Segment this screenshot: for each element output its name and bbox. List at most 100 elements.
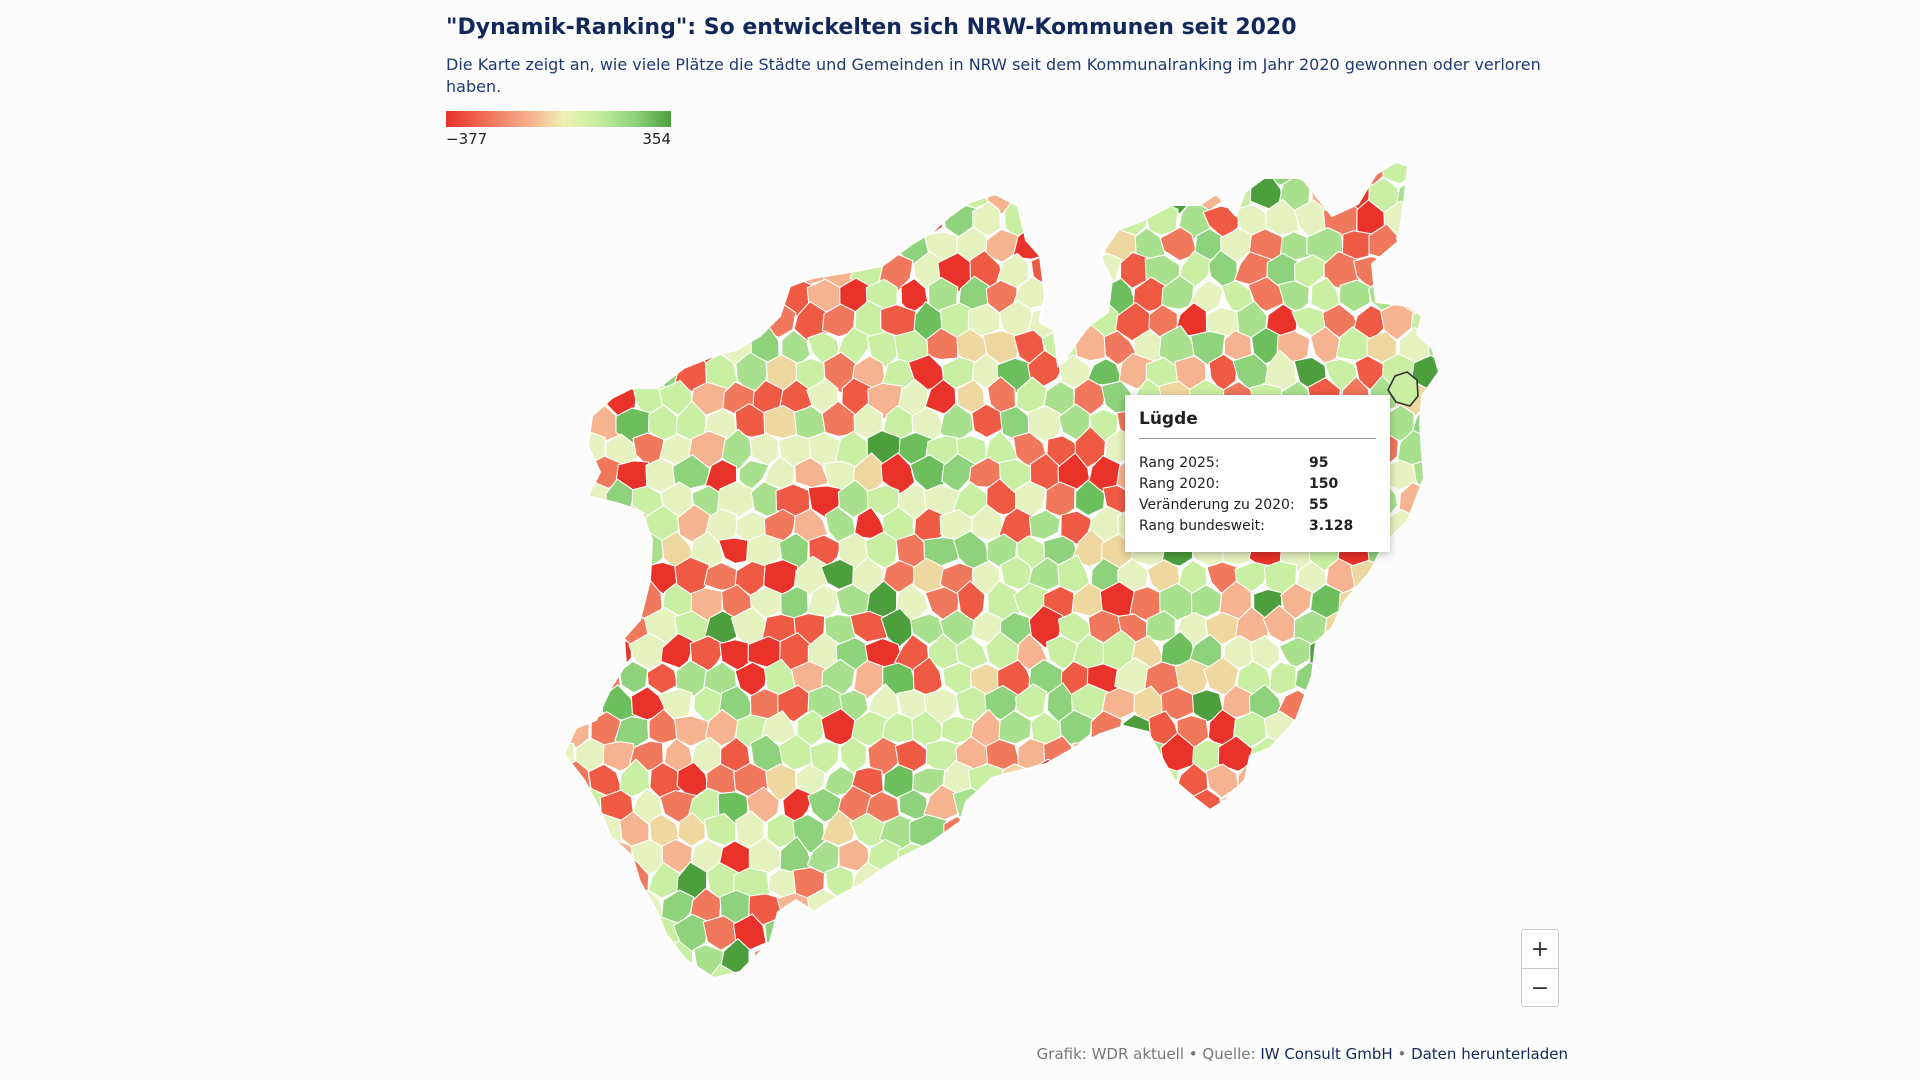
- municipality-area[interactable]: [1163, 942, 1197, 975]
- municipality-area[interactable]: [1396, 225, 1430, 264]
- municipality-area[interactable]: [1321, 715, 1359, 751]
- municipality-area[interactable]: [1029, 1015, 1065, 1030]
- municipality-area[interactable]: [560, 1014, 591, 1030]
- municipality-area[interactable]: [560, 863, 563, 902]
- municipality-area[interactable]: [1413, 251, 1446, 293]
- municipality-area[interactable]: [1220, 835, 1255, 873]
- municipality-area[interactable]: [707, 160, 738, 184]
- municipality-area[interactable]: [1384, 765, 1416, 798]
- municipality-area[interactable]: [571, 938, 606, 978]
- municipality-area[interactable]: [560, 160, 577, 163]
- municipality-area[interactable]: [1031, 915, 1064, 953]
- municipality-area[interactable]: [779, 991, 810, 1028]
- municipality-area[interactable]: [1423, 886, 1459, 927]
- municipality-area[interactable]: [1042, 891, 1078, 926]
- municipality-area[interactable]: [852, 199, 888, 236]
- municipality-area[interactable]: [911, 914, 942, 953]
- municipality-area[interactable]: [970, 917, 1005, 953]
- municipality-area[interactable]: [852, 964, 886, 1003]
- municipality-area[interactable]: [809, 992, 841, 1028]
- municipality-area[interactable]: [1060, 1018, 1093, 1030]
- municipality-area[interactable]: [865, 175, 902, 217]
- municipality-area[interactable]: [1442, 510, 1460, 542]
- municipality-area[interactable]: [1281, 944, 1316, 975]
- municipality-area[interactable]: [821, 1021, 857, 1030]
- municipality-area[interactable]: [1248, 160, 1285, 165]
- municipality-area[interactable]: [560, 431, 578, 468]
- municipality-area[interactable]: [793, 507, 829, 543]
- municipality-area[interactable]: [897, 842, 933, 873]
- municipality-area[interactable]: [1000, 1020, 1030, 1030]
- municipality-area[interactable]: [1057, 863, 1093, 903]
- municipality-area[interactable]: [955, 842, 990, 876]
- municipality-area[interactable]: [968, 866, 1006, 902]
- municipality-area[interactable]: [1322, 658, 1360, 694]
- municipality-area[interactable]: [1395, 945, 1433, 975]
- municipality-area[interactable]: [898, 888, 933, 927]
- municipality-area[interactable]: [560, 863, 594, 906]
- municipality-area[interactable]: [1424, 431, 1459, 467]
- municipality-area[interactable]: [1104, 783, 1137, 825]
- municipality-area[interactable]: [909, 454, 945, 493]
- municipality-area[interactable]: [1325, 810, 1359, 848]
- municipality-area[interactable]: [1207, 859, 1238, 901]
- municipality-area[interactable]: [1087, 160, 1123, 188]
- municipality-area[interactable]: [955, 940, 986, 980]
- municipality-area[interactable]: [691, 174, 724, 216]
- municipality-area[interactable]: [1265, 198, 1300, 236]
- municipality-area[interactable]: [748, 225, 784, 262]
- municipality-area[interactable]: [1456, 837, 1460, 877]
- municipality-area[interactable]: [1441, 815, 1460, 851]
- municipality-area[interactable]: [779, 176, 809, 213]
- municipality-area[interactable]: [1103, 733, 1139, 774]
- municipality-area[interactable]: [585, 561, 622, 598]
- municipality-area[interactable]: [1100, 177, 1139, 215]
- municipality-area[interactable]: [645, 302, 680, 341]
- municipality-area[interactable]: [584, 962, 623, 1002]
- municipality-area[interactable]: [630, 942, 664, 978]
- download-data-link[interactable]: Daten herunterladen: [1411, 1045, 1568, 1063]
- municipality-area[interactable]: [1090, 914, 1124, 953]
- municipality-area[interactable]: [691, 993, 725, 1026]
- municipality-area[interactable]: [1427, 382, 1457, 414]
- municipality-area[interactable]: [1001, 812, 1034, 852]
- municipality-area[interactable]: [1368, 890, 1404, 922]
- municipality-area[interactable]: [748, 175, 783, 215]
- municipality-area[interactable]: [912, 656, 943, 698]
- municipality-area[interactable]: [1194, 841, 1226, 876]
- municipality-area[interactable]: [793, 201, 830, 239]
- municipality-area[interactable]: [1001, 965, 1037, 1005]
- municipality-area[interactable]: [749, 432, 780, 467]
- municipality-area[interactable]: [1409, 510, 1448, 543]
- municipality-area[interactable]: [560, 461, 563, 492]
- municipality-area[interactable]: [1309, 785, 1344, 820]
- municipality-area[interactable]: [1085, 1022, 1123, 1030]
- municipality-area[interactable]: [1310, 993, 1345, 1026]
- municipality-area[interactable]: [1192, 160, 1226, 163]
- municipality-area[interactable]: [560, 160, 594, 186]
- municipality-area[interactable]: [1385, 869, 1416, 904]
- municipality-area[interactable]: [576, 995, 605, 1030]
- municipality-area[interactable]: [1411, 761, 1447, 797]
- municipality-area[interactable]: [1397, 579, 1433, 620]
- municipality-area[interactable]: [617, 200, 650, 234]
- municipality-area[interactable]: [572, 160, 609, 163]
- municipality-area[interactable]: [996, 160, 1033, 189]
- municipality-area[interactable]: [955, 685, 991, 727]
- municipality-area[interactable]: [1144, 869, 1180, 902]
- municipality-area[interactable]: [955, 993, 991, 1029]
- municipality-area[interactable]: [560, 914, 590, 950]
- municipality-area[interactable]: [999, 911, 1035, 953]
- municipality-area[interactable]: [1335, 941, 1373, 975]
- municipality-area[interactable]: [1071, 787, 1109, 827]
- municipality-area[interactable]: [882, 160, 915, 184]
- municipality-area[interactable]: [560, 993, 576, 1029]
- municipality-area[interactable]: [1074, 996, 1109, 1028]
- municipality-area[interactable]: [969, 810, 1001, 846]
- municipality-area[interactable]: [631, 328, 664, 363]
- municipality-area[interactable]: [749, 989, 782, 1030]
- municipality-area[interactable]: [910, 197, 947, 238]
- municipality-area[interactable]: [1235, 813, 1269, 850]
- municipality-area[interactable]: [733, 250, 771, 286]
- municipality-area[interactable]: [1399, 634, 1430, 671]
